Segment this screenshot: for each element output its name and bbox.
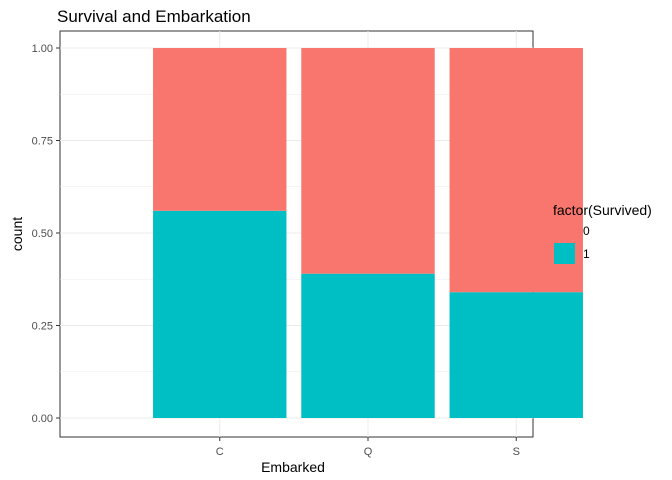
y-tick-label: 0.75 <box>32 136 53 148</box>
x-tick-label: Q <box>364 446 373 458</box>
chart-title: Survival and Embarkation <box>57 7 251 26</box>
y-tick-label: 0.00 <box>32 413 53 425</box>
y-tick-label: 0.50 <box>32 228 53 240</box>
x-tick-label: S <box>513 446 520 458</box>
legend-key-1 <box>554 243 575 264</box>
legend: factor(Survived) 0 1 <box>553 202 652 264</box>
bar-S-survived-1 <box>449 292 583 418</box>
y-axis-title: count <box>9 217 25 251</box>
bar-C-survived-0 <box>153 48 287 211</box>
legend-title: factor(Survived) <box>553 202 652 218</box>
bar-Q-survived-0 <box>301 48 435 274</box>
legend-label-1: 1 <box>583 247 590 261</box>
legend-key-0 <box>554 220 575 241</box>
y-axis: 0.00 0.25 0.50 0.75 1.00 <box>32 43 60 425</box>
bar-Q-survived-1 <box>301 273 435 418</box>
y-tick-label: 0.25 <box>32 321 53 333</box>
bars-group <box>153 48 583 418</box>
y-tick-label: 1.00 <box>32 43 53 55</box>
x-axis-title: Embarked <box>261 459 325 475</box>
bar-C-survived-1 <box>153 210 287 418</box>
legend-label-0: 0 <box>583 224 590 238</box>
x-tick-label: C <box>216 446 224 458</box>
